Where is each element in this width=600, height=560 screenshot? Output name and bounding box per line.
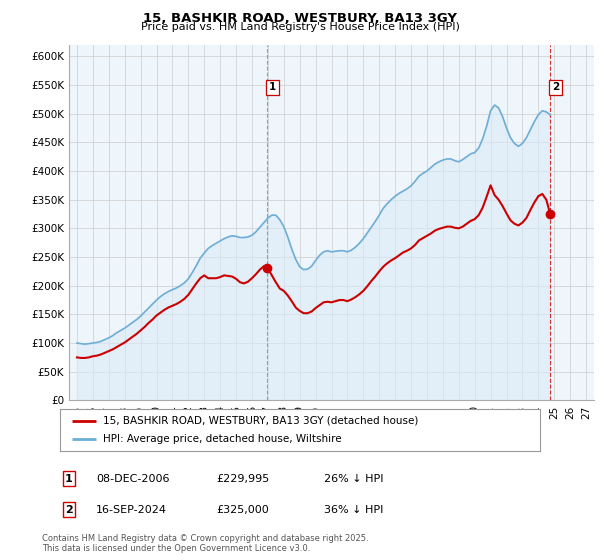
Text: Price paid vs. HM Land Registry's House Price Index (HPI): Price paid vs. HM Land Registry's House …: [140, 22, 460, 32]
Text: 1: 1: [65, 474, 73, 484]
Text: 16-SEP-2024: 16-SEP-2024: [96, 505, 167, 515]
Text: 2: 2: [552, 82, 559, 92]
Text: £325,000: £325,000: [216, 505, 269, 515]
Text: 2: 2: [65, 505, 73, 515]
Text: 1: 1: [269, 82, 276, 92]
Text: 08-DEC-2006: 08-DEC-2006: [96, 474, 170, 484]
Text: 15, BASHKIR ROAD, WESTBURY, BA13 3GY (detached house): 15, BASHKIR ROAD, WESTBURY, BA13 3GY (de…: [103, 416, 419, 426]
Text: £229,995: £229,995: [216, 474, 269, 484]
Text: Contains HM Land Registry data © Crown copyright and database right 2025.
This d: Contains HM Land Registry data © Crown c…: [42, 534, 368, 553]
Text: 36% ↓ HPI: 36% ↓ HPI: [324, 505, 383, 515]
Text: HPI: Average price, detached house, Wiltshire: HPI: Average price, detached house, Wilt…: [103, 434, 342, 444]
Text: 15, BASHKIR ROAD, WESTBURY, BA13 3GY: 15, BASHKIR ROAD, WESTBURY, BA13 3GY: [143, 12, 457, 25]
Text: 26% ↓ HPI: 26% ↓ HPI: [324, 474, 383, 484]
